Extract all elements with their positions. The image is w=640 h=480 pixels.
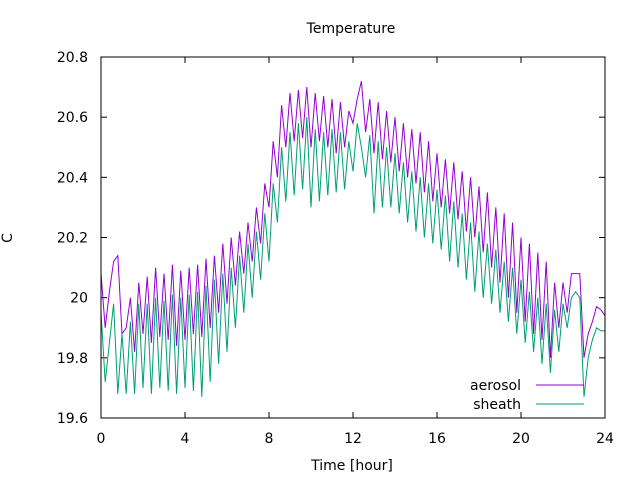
- chart-title: Temperature: [306, 21, 396, 37]
- legend: aerosol sheath: [470, 378, 584, 413]
- legend-label-sheath: sheath: [473, 397, 521, 413]
- y-tick-label: 20.2: [57, 231, 88, 247]
- x-tick-label: 16: [428, 431, 446, 447]
- plot-area: 0 4 8 12 16 20 24 19.6 19.8 20 20.2 20.4 20.6 20.8: [57, 50, 614, 447]
- y-axis-label: C: [0, 233, 16, 243]
- x-tick-label: 20: [512, 431, 530, 447]
- x-tick-label: 4: [181, 431, 190, 447]
- x-tick-label: 24: [596, 431, 614, 447]
- legend-label-aerosol: aerosol: [470, 378, 521, 394]
- series-line-sheath: [100, 117, 605, 397]
- y-tick-label: 19.6: [57, 411, 88, 427]
- x-tick-label: 0: [97, 431, 106, 447]
- y-tick-label: 19.8: [57, 351, 88, 367]
- y-tick-label: 20.4: [57, 170, 88, 186]
- y-tick-label: 20.8: [57, 50, 88, 66]
- series-line-aerosol: [100, 80, 606, 358]
- x-axis-label: Time [hour]: [310, 458, 393, 474]
- y-tick-label: 20.6: [57, 110, 88, 126]
- plot-frame: [100, 56, 606, 419]
- x-tick-label: 12: [344, 431, 362, 447]
- x-tick-label: 8: [265, 431, 274, 447]
- y-tick-label: 20: [70, 291, 88, 307]
